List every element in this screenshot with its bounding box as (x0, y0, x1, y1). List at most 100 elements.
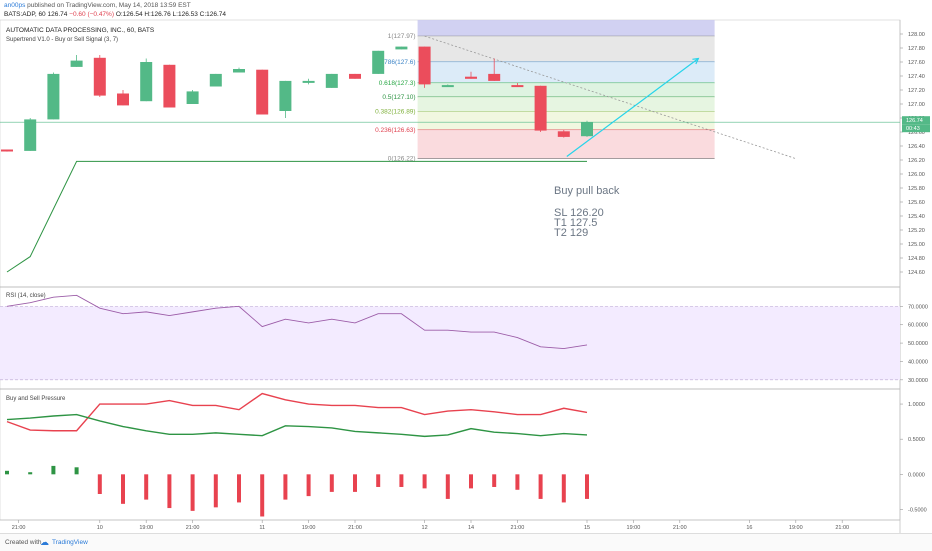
fib-label-0.5: 0.5(127.10) (382, 94, 415, 101)
time-tick-label: 10 (97, 525, 103, 531)
timer-label: 00:43 (906, 126, 920, 132)
pressure-bar (121, 474, 125, 504)
price-tick-label: 125.20 (908, 228, 925, 234)
trade-annotation: Buy pull back SL 126.20 T1 127.5 T2 129 (554, 185, 620, 239)
symbol-line: BATS:ADP, 60 126.74 −0.60 (−0.47%) O:126… (4, 11, 226, 18)
time-tick-label: 16 (746, 525, 752, 531)
candle-body (47, 73, 60, 120)
candle-body (581, 122, 593, 137)
fib-band (417, 97, 715, 112)
candle-body (186, 91, 199, 104)
price-tick-label: 127.00 (908, 102, 925, 108)
fib-label-1: 1(127.97) (388, 33, 416, 40)
price-tick-label: 126.40 (908, 144, 925, 150)
pressure-bar (237, 474, 241, 503)
pressure-bar (445, 474, 450, 499)
annotation-t1: T1 127.5 (554, 217, 598, 229)
rsi-tick-label: 40.0000 (908, 359, 928, 365)
price-tick-label: 127.40 (908, 74, 925, 80)
pressure-bar (74, 467, 79, 475)
pressure-bar (283, 474, 288, 500)
pressure-bar (561, 474, 566, 503)
fib-label-0.618: 0.618(127.3) (379, 80, 416, 87)
timer-badge (902, 124, 930, 133)
candle-body (93, 57, 106, 96)
candle-body (70, 60, 83, 67)
chart-title: AUTOMATIC DATA PROCESSING, INC., 60, BAT… (6, 27, 155, 34)
arrow-head-icon (692, 57, 700, 65)
rsi-line (6, 294, 588, 350)
candle-body (209, 73, 222, 87)
price-tick-label: 126.60 (908, 130, 925, 136)
candle-body (140, 62, 153, 102)
trend-line (424, 35, 796, 159)
bsp-tick-label: 1.0000 (908, 402, 925, 408)
rsi-band (0, 306, 900, 380)
price-tick-label: 125.60 (908, 200, 925, 206)
time-tick-label: 19:00 (139, 525, 153, 531)
price-tick-label: 125.80 (908, 186, 925, 192)
pressure-bar (585, 474, 589, 499)
publisher-user[interactable]: an00ps (4, 2, 26, 9)
time-tick-label: 11 (259, 525, 265, 531)
price-tick-label: 128.00 (908, 32, 925, 38)
candle-body (395, 46, 408, 50)
bsp-tick-label: 0.5000 (908, 437, 925, 443)
time-tick-label: 19:00 (789, 525, 803, 531)
pressure-bar (376, 474, 381, 487)
time-tick-label: 15 (584, 525, 590, 531)
price-tick-label: 125.00 (908, 242, 925, 248)
pressure-bar (5, 470, 9, 475)
price-tick-label: 127.80 (908, 46, 925, 52)
fib-band (417, 36, 715, 62)
last-price: 126.74 (47, 11, 68, 18)
pressure-bar (51, 465, 56, 475)
fib-band (417, 83, 715, 97)
indicator-title: Supertrend V1.0 - Buy or Sell Signal (3,… (6, 37, 119, 43)
fib-label-0: 0(126.22) (388, 156, 416, 163)
candle-body (465, 76, 477, 79)
pressure-bar (469, 474, 473, 489)
annotation-heading: Buy pull back (554, 185, 620, 197)
time-tick-label: 19:00 (627, 525, 641, 531)
candle-body (511, 85, 524, 88)
pressure-bar (306, 474, 311, 497)
price-change: −0.60 (−0.47%) (69, 11, 114, 18)
chart-canvas[interactable]: 1(127.97) 0.786(127.6) 0.618(127.3) 0.5(127… (0, 0, 932, 533)
sell-pressure-line (6, 392, 588, 432)
annotation-sl: SL 126.20 (554, 207, 604, 219)
rsi-tick-label: 70.0000 (908, 304, 928, 310)
ohlc-values: O:126.54 H:126.76 L:126.53 C:126.74 (115, 11, 227, 18)
candle-body (441, 85, 454, 88)
pressure-bar (28, 472, 33, 475)
candle-body (325, 73, 338, 88)
pressure-bar (167, 474, 172, 509)
rsi-tick-label: 60.0000 (908, 323, 928, 329)
footer: Created with ☁ TradingView (0, 533, 932, 551)
price-tick-label: 124.60 (908, 270, 925, 276)
pressure-bar (492, 474, 497, 487)
symbol: BATS:ADP, 60 (4, 11, 46, 18)
rsi-title: RSI (14, close) (6, 293, 46, 299)
time-tick-label: 21:00 (12, 525, 26, 531)
fib-band (417, 111, 715, 130)
time-tick-label: 21:00 (348, 525, 362, 531)
price-tick-label: 126.20 (908, 158, 925, 164)
supertrend-line (6, 160, 587, 273)
pressure-bar (515, 474, 520, 490)
candle-body (256, 69, 269, 115)
candle-body (557, 131, 570, 137)
candle-body (117, 93, 129, 106)
footer-brand[interactable]: TradingView (52, 539, 88, 546)
price-tick-label: 127.60 (908, 60, 925, 66)
pressure-bar (538, 474, 543, 499)
publisher-line: an00ps published on TradingView.com, May… (4, 2, 191, 9)
candle-body (233, 69, 245, 73)
fib-label-0.786: 0.786(127.6) (379, 59, 416, 66)
candle-body (1, 149, 13, 152)
candle-body (534, 85, 547, 131)
target-arrow (566, 58, 699, 157)
pressure-bar (190, 474, 195, 511)
time-tick-label: 12 (422, 525, 428, 531)
pressure-bar (144, 474, 149, 500)
